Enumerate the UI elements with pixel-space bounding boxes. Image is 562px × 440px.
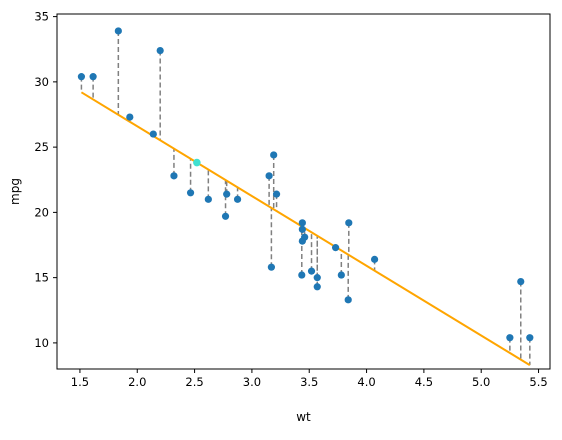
data-point-2 bbox=[170, 172, 178, 180]
x-tick-label: 2.5 bbox=[185, 375, 203, 389]
data-point-16 bbox=[517, 277, 525, 286]
y-axis-ticks: 10 15 20 25 30 35 bbox=[34, 10, 57, 350]
x-tick-label: 3.0 bbox=[243, 375, 261, 389]
data-points-group bbox=[77, 27, 534, 342]
data-point-3 bbox=[272, 190, 281, 198]
x-axis-ticks: 1.5 2.0 2.5 3.0 3.5 4.0 4.5 5.0 5.5 bbox=[71, 369, 548, 389]
data-point-17 bbox=[156, 46, 164, 55]
highlight-point-group bbox=[193, 158, 201, 167]
data-point-9 bbox=[298, 219, 306, 227]
y-tick-label: 30 bbox=[34, 75, 49, 89]
data-point-29 bbox=[221, 212, 230, 220]
data-point-13 bbox=[337, 271, 345, 279]
data-point-22 bbox=[298, 271, 306, 279]
y-tick-label: 25 bbox=[34, 140, 49, 154]
data-point-11 bbox=[370, 255, 379, 263]
data-point-8 bbox=[265, 172, 273, 180]
residual-lines-group bbox=[80, 30, 531, 366]
data-point-25 bbox=[126, 113, 134, 121]
data-point-4 bbox=[298, 225, 306, 233]
data-point-12 bbox=[332, 244, 340, 252]
data-point-0 bbox=[204, 195, 212, 203]
data-point-27 bbox=[77, 73, 86, 81]
x-tick-label: 3.5 bbox=[300, 375, 318, 389]
x-tick-label: 2.0 bbox=[128, 375, 146, 389]
highlight-point bbox=[193, 158, 201, 167]
data-point-19 bbox=[114, 27, 122, 35]
x-tick-label: 5.0 bbox=[472, 375, 490, 389]
data-point-24 bbox=[345, 219, 353, 227]
data-point-1 bbox=[233, 195, 242, 203]
data-point-26 bbox=[149, 130, 157, 138]
data-point-31 bbox=[223, 190, 231, 198]
y-tick-label: 10 bbox=[34, 336, 49, 350]
x-tick-label: 5.5 bbox=[529, 375, 547, 389]
x-tick-label: 1.5 bbox=[71, 375, 89, 389]
y-tick-label: 15 bbox=[34, 271, 49, 285]
y-tick-label: 35 bbox=[34, 10, 49, 24]
data-point-20 bbox=[186, 189, 195, 197]
data-point-28 bbox=[267, 263, 275, 271]
plot-frame bbox=[56, 13, 551, 370]
x-tick-label: 4.5 bbox=[415, 375, 433, 389]
data-point-7 bbox=[270, 151, 278, 159]
data-point-14 bbox=[506, 334, 514, 342]
data-point-15 bbox=[526, 334, 534, 342]
data-point-10 bbox=[298, 237, 306, 245]
data-point-6 bbox=[313, 283, 321, 291]
y-tick-label: 20 bbox=[34, 205, 49, 219]
data-point-21 bbox=[307, 267, 316, 275]
data-point-30 bbox=[313, 274, 321, 282]
x-axis-label: wt bbox=[296, 410, 311, 424]
data-point-18 bbox=[89, 73, 97, 81]
data-point-23 bbox=[344, 296, 352, 304]
y-axis-label: mpg bbox=[8, 178, 22, 205]
x-tick-label: 4.0 bbox=[357, 375, 375, 389]
